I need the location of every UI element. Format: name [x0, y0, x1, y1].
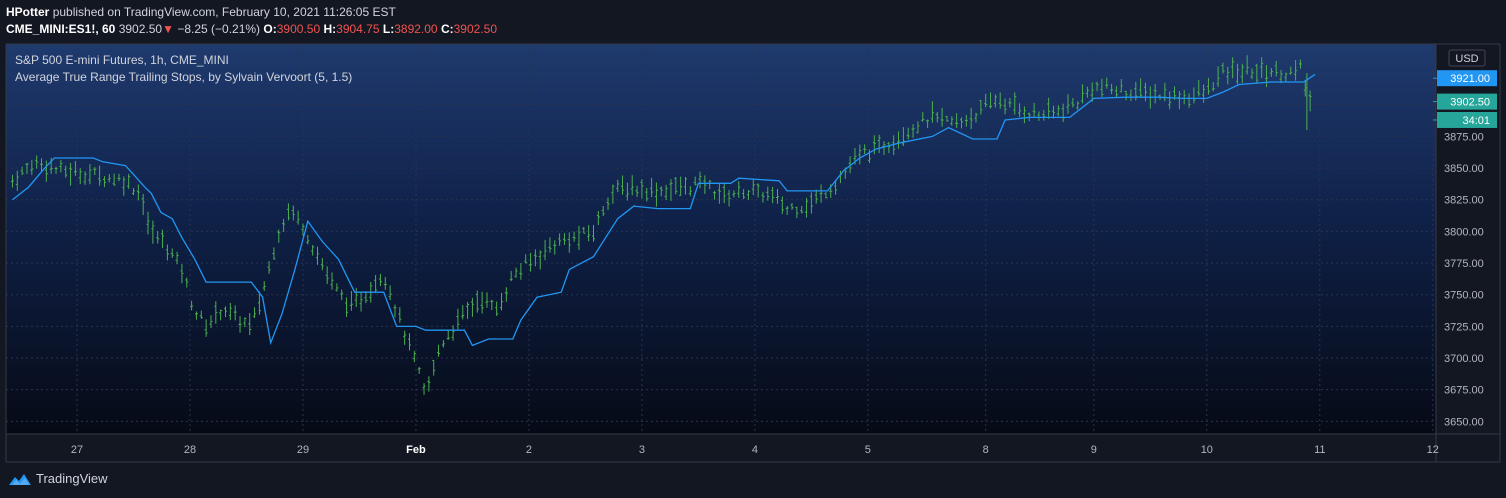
- author-name[interactable]: HPotter: [6, 5, 50, 19]
- time-tick-label: 28: [184, 444, 196, 456]
- time-tick-label: Feb: [406, 444, 426, 456]
- change-arrow-icon: ▼: [162, 22, 174, 36]
- time-tick-label: 11: [1314, 444, 1325, 456]
- time-tick-label: 12: [1427, 444, 1439, 456]
- open-value: 3900.50: [276, 22, 321, 36]
- open-label: O:: [263, 22, 277, 36]
- high-label: H:: [323, 22, 337, 36]
- time-tick-label: 10: [1201, 444, 1213, 456]
- price-change: −8.25 (−0.21%): [177, 22, 261, 36]
- time-tick-label: 3: [639, 444, 645, 456]
- time-tick-label: 5: [865, 444, 871, 456]
- price-tag-label: 3902.50: [1450, 97, 1490, 109]
- price-tick-label: 3800.00: [1444, 226, 1484, 238]
- time-axis-labels: 27 28 29 Feb 2 3 4 5 8 9 10 11 12: [71, 444, 1439, 456]
- legend-series-title[interactable]: S&P 500 E-mini Futures, 1h, CME_MINI: [15, 53, 229, 67]
- price-tick-label: 3850.00: [1444, 163, 1484, 175]
- high-value: 3904.75: [336, 22, 380, 36]
- symbol-label[interactable]: CME_MINI:ES1!, 60: [6, 22, 116, 36]
- price-tag-label: 3921.00: [1450, 73, 1490, 85]
- grid-lines: [6, 44, 1436, 434]
- time-tick-label: 4: [752, 444, 758, 456]
- price-tick-label: 3700.00: [1444, 353, 1484, 365]
- atr-trailing-stop-line: [12, 73, 1316, 347]
- time-tick-label: 9: [1091, 444, 1097, 456]
- price-tick-label: 3875.00: [1444, 131, 1484, 143]
- price-tick-label: 3825.00: [1444, 195, 1484, 207]
- legend-indicator-title[interactable]: Average True Range Trailing Stops, by Sy…: [15, 70, 352, 84]
- close-label: C:: [440, 22, 454, 36]
- last-price: 3902.50: [118, 22, 163, 36]
- price-tag-label: 34:01: [1462, 115, 1490, 127]
- price-tag-box: [1437, 70, 1497, 87]
- price-tick-label: 3750.00: [1444, 290, 1484, 302]
- time-tick-label: 2: [526, 444, 532, 456]
- brand-name: TradingView: [36, 471, 108, 486]
- price-tick-label: 3725.00: [1444, 321, 1484, 333]
- close-value: 3902.50: [453, 22, 498, 36]
- low-value: 3892.00: [394, 22, 438, 36]
- plot-background: [6, 44, 1436, 434]
- time-tick-label: 27: [71, 444, 83, 456]
- currency-label: USD: [1455, 53, 1478, 65]
- time-tick-label: 8: [983, 444, 989, 456]
- quote-line: CME_MINI:ES1!, 60 3902.50▼ −8.25 (−0.21%…: [6, 22, 497, 36]
- published-text: published on TradingView.com, February 1…: [52, 5, 396, 19]
- price-tick-label: 3675.00: [1444, 385, 1484, 397]
- price-tag-box: [1437, 93, 1497, 110]
- published-line: HPotter published on TradingView.com, Fe…: [6, 5, 396, 19]
- time-axis-background: [6, 434, 1436, 462]
- price-tick-label: 3775.00: [1444, 258, 1484, 270]
- footer-brand[interactable]: TradingView: [8, 471, 108, 486]
- time-tick-label: 29: [297, 444, 309, 456]
- currency-button[interactable]: [1448, 49, 1486, 67]
- price-tag-box: [1437, 111, 1497, 128]
- price-tick-label: 3650.00: [1444, 416, 1484, 428]
- price-bars: [10, 55, 1312, 395]
- tradingview-logo-icon: [9, 473, 31, 485]
- price-tags: 3921.00 3902.50 34:01: [1433, 70, 1497, 128]
- low-label: L:: [382, 22, 395, 36]
